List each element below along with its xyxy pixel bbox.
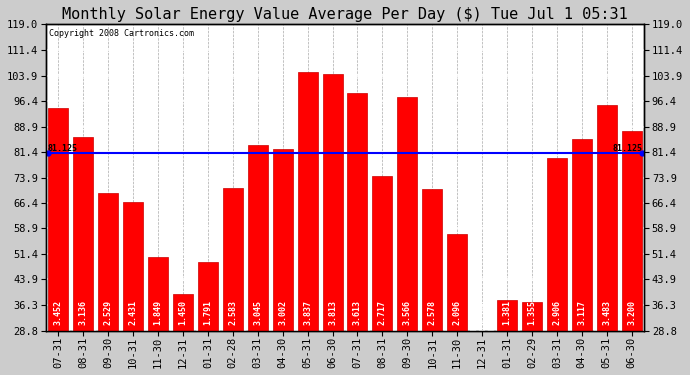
Bar [322, 74, 342, 375]
Text: 2.583: 2.583 [228, 300, 237, 326]
Bar [173, 294, 193, 375]
Bar [198, 262, 218, 375]
Bar [547, 158, 567, 375]
Text: 3.483: 3.483 [602, 300, 611, 326]
Text: 1.355: 1.355 [527, 300, 537, 326]
Text: 2.431: 2.431 [128, 300, 137, 326]
Bar [48, 108, 68, 375]
Bar [522, 302, 542, 375]
Bar [297, 72, 317, 375]
Bar [447, 234, 467, 375]
Text: 0.987: 0.987 [477, 300, 486, 326]
Bar [572, 139, 592, 375]
Bar [622, 131, 642, 375]
Text: 3.813: 3.813 [328, 300, 337, 326]
Text: 1.791: 1.791 [204, 300, 213, 326]
Text: 3.566: 3.566 [403, 300, 412, 326]
Text: 1.450: 1.450 [179, 300, 188, 326]
Text: Copyright 2008 Cartronics.com: Copyright 2008 Cartronics.com [49, 29, 194, 38]
Text: 81.125: 81.125 [613, 144, 643, 153]
Text: 3.117: 3.117 [578, 300, 586, 326]
Bar [348, 93, 368, 375]
Bar [497, 300, 517, 375]
Bar [223, 188, 243, 375]
Text: 2.906: 2.906 [553, 300, 562, 326]
Title: Monthly Solar Energy Value Average Per Day ($) Tue Jul 1 05:31: Monthly Solar Energy Value Average Per D… [62, 7, 628, 22]
Text: 3.452: 3.452 [54, 300, 63, 326]
Text: 1.849: 1.849 [153, 300, 163, 326]
Text: 2.529: 2.529 [104, 300, 112, 326]
Text: 3.045: 3.045 [253, 300, 262, 326]
Text: 2.578: 2.578 [428, 300, 437, 326]
Bar [248, 146, 268, 375]
Text: 3.200: 3.200 [627, 300, 636, 326]
Bar [597, 105, 617, 375]
Text: 3.136: 3.136 [79, 300, 88, 326]
Text: 3.002: 3.002 [278, 300, 287, 326]
Text: 3.613: 3.613 [353, 300, 362, 326]
Bar [148, 256, 168, 375]
Bar [472, 337, 492, 375]
Bar [273, 149, 293, 375]
Bar [98, 194, 118, 375]
Bar [373, 176, 393, 375]
Bar [73, 137, 93, 375]
Text: 1.381: 1.381 [502, 300, 511, 326]
Text: 81.125: 81.125 [47, 144, 77, 153]
Text: 2.717: 2.717 [378, 300, 387, 326]
Text: 3.837: 3.837 [303, 300, 312, 326]
Bar [123, 202, 143, 375]
Bar [422, 189, 442, 375]
Text: 2.096: 2.096 [453, 300, 462, 326]
Bar [397, 97, 417, 375]
